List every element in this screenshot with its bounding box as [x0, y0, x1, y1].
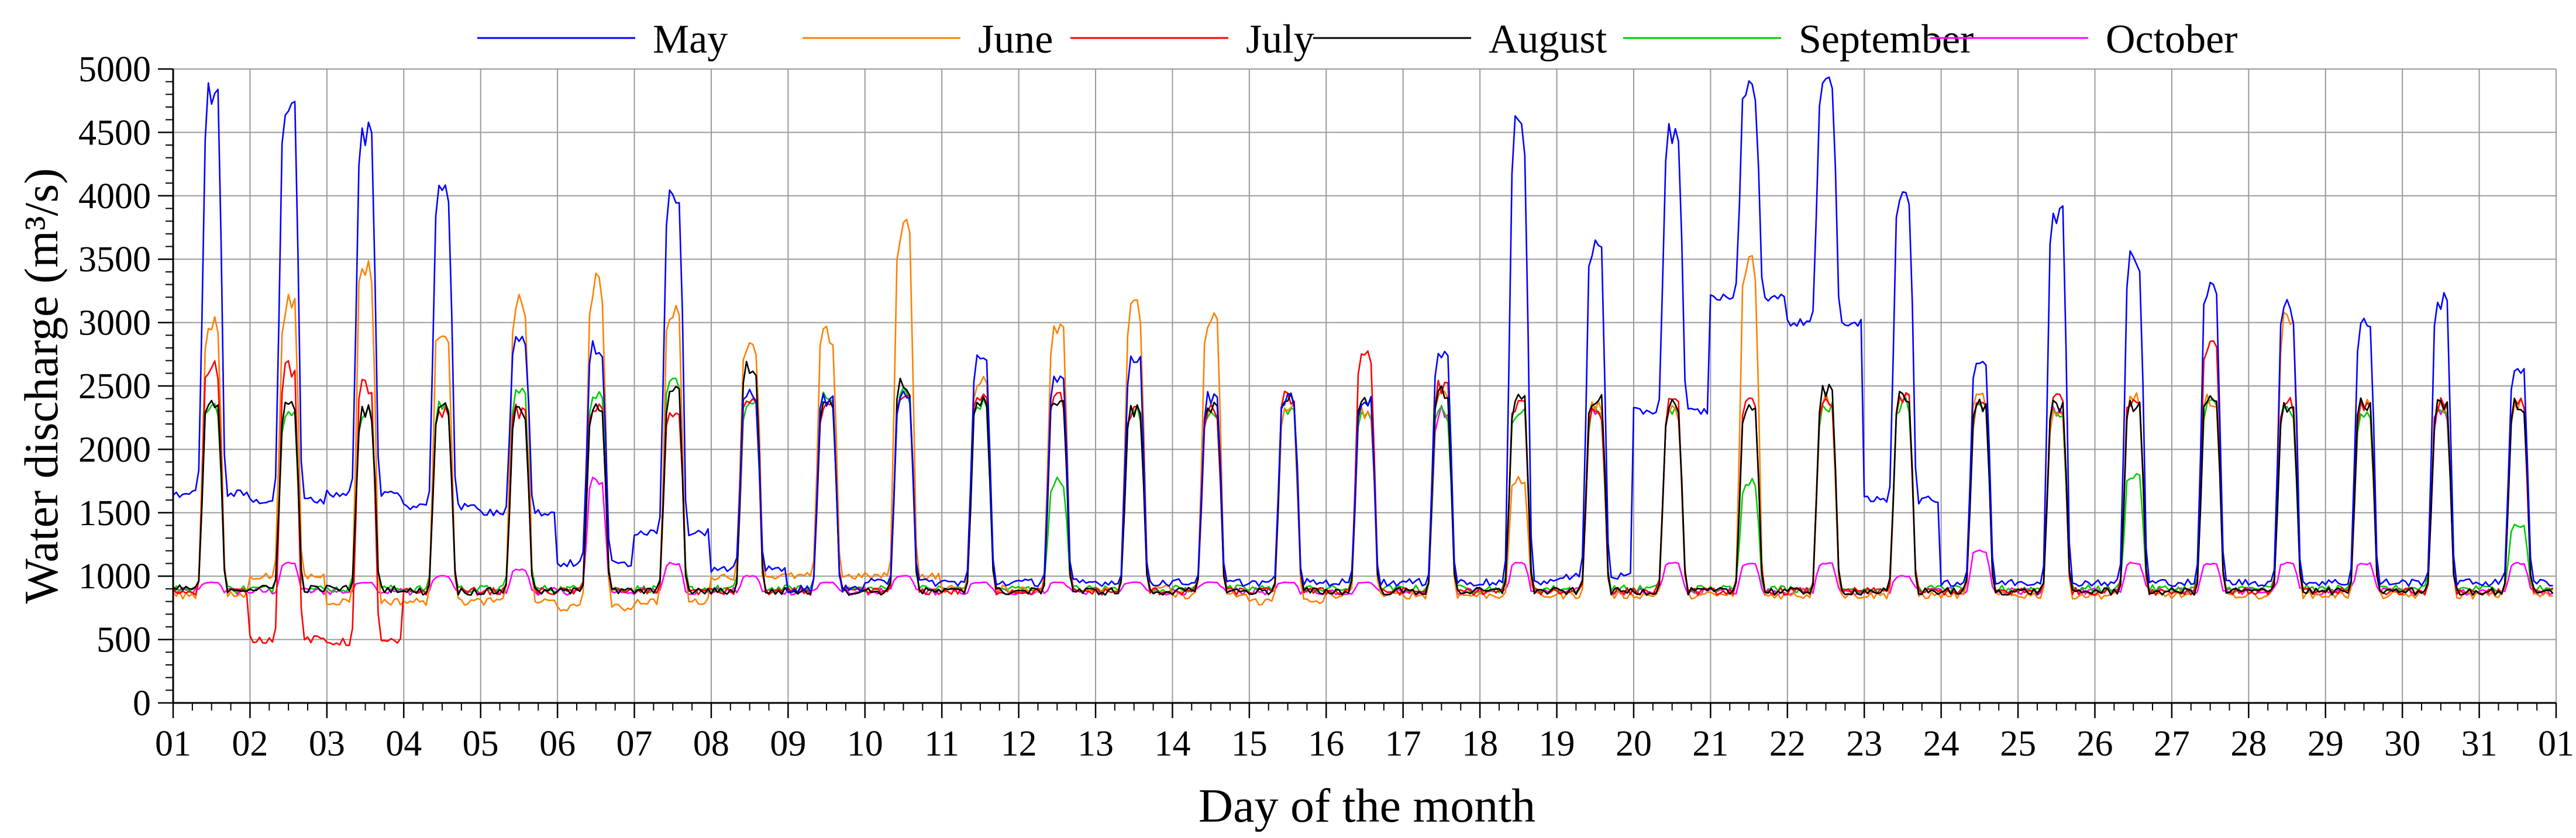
- series-line-july: [172, 340, 2554, 646]
- x-tick-label: 16: [1308, 724, 1344, 764]
- x-tick-label: 26: [2076, 724, 2113, 764]
- legend-label-august: August: [1489, 17, 1607, 62]
- x-tick-label: 21: [1692, 724, 1728, 764]
- x-tick-label: 05: [463, 724, 499, 764]
- axes: 0 500 1000 1500 2000 2500 3000 3500 4000 4500 5000…: [78, 50, 2574, 764]
- x-tick-label: 06: [539, 724, 576, 764]
- y-tick-label: 4000: [78, 177, 151, 216]
- x-tick-label: 17: [1385, 724, 1421, 764]
- y-tick-label: 3500: [78, 240, 151, 280]
- x-tick-label: 28: [2230, 724, 2267, 764]
- x-tick-label: 04: [385, 724, 422, 764]
- grid-lines: [173, 68, 2557, 703]
- legend-label-may: May: [653, 17, 728, 62]
- x-tick-label: 31: [2461, 724, 2498, 764]
- legend: May June July August September October: [477, 17, 2237, 62]
- x-axis-title: Day of the month: [1199, 779, 1535, 832]
- legend-label-october: October: [2106, 17, 2237, 62]
- x-tick-label: 09: [770, 724, 806, 764]
- x-tick-label: 11: [924, 724, 959, 764]
- series-line-june: [173, 218, 2553, 612]
- x-tick-label: 27: [2154, 724, 2190, 764]
- x-tick-label: 18: [1462, 724, 1498, 764]
- y-tick-label: 2500: [78, 367, 151, 406]
- y-tick-label: 5000: [78, 50, 151, 89]
- x-tick-label: 12: [1001, 724, 1037, 764]
- x-tick-label: 13: [1077, 724, 1114, 764]
- y-tick-label: 2000: [78, 430, 151, 470]
- y-tick-label: 3000: [78, 304, 151, 343]
- legend-label-june: June: [978, 17, 1053, 62]
- series-line-may: [173, 76, 2553, 594]
- y-axis-title: Water discharge (m³/s): [15, 168, 68, 604]
- x-tick-label: 15: [1231, 724, 1268, 764]
- x-tick-label: 07: [617, 724, 653, 764]
- y-tick-label: 4500: [78, 113, 151, 153]
- x-tick-label: 23: [1846, 724, 1882, 764]
- x-tick-label: 14: [1154, 724, 1190, 764]
- x-tick-label: 22: [1769, 724, 1806, 764]
- legend-label-july: July: [1246, 17, 1314, 62]
- legend-label-september: September: [1799, 17, 1974, 62]
- y-tick-label: 1500: [78, 494, 151, 533]
- y-tick-label: 0: [133, 684, 151, 723]
- x-tick-label: 29: [2308, 724, 2344, 764]
- x-tick-label: 01: [2538, 724, 2574, 764]
- x-tick-label: 03: [309, 724, 345, 764]
- y-tick-label: 1000: [78, 557, 151, 596]
- x-tick-label: 08: [693, 724, 729, 764]
- x-tick-label: 19: [1539, 724, 1575, 764]
- x-tick-label: 01: [155, 724, 191, 764]
- x-tick-label: 25: [2000, 724, 2036, 764]
- y-tick-label: 500: [97, 620, 151, 660]
- x-tick-label: 24: [1923, 724, 1959, 764]
- x-tick-label: 02: [232, 724, 268, 764]
- x-tick-label: 20: [1616, 724, 1652, 764]
- x-tick-label: 10: [847, 724, 883, 764]
- x-tick-label: 30: [2384, 724, 2420, 764]
- series-line-august: [173, 361, 2554, 596]
- series-lines: [172, 76, 2554, 646]
